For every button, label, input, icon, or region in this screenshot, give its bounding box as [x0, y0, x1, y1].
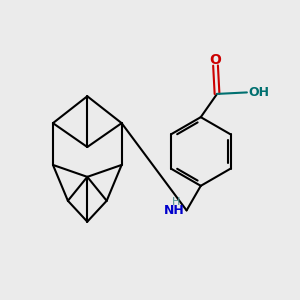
Text: H: H	[172, 197, 180, 207]
Text: O: O	[210, 53, 221, 67]
Text: NH: NH	[164, 204, 185, 217]
Text: OH: OH	[248, 86, 269, 99]
